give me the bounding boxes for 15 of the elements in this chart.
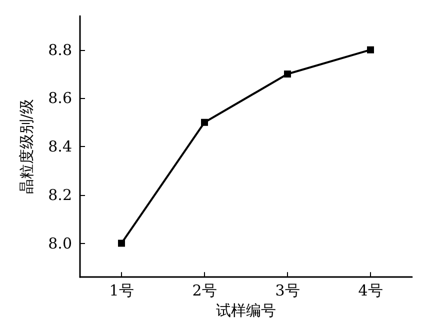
x-tick-label: 2号 [192, 282, 217, 300]
x-tick-label: 1号 [109, 282, 134, 300]
point [118, 240, 125, 247]
y-tick-label: 8.8 [48, 40, 72, 59]
y-tick-label: 8.0 [48, 234, 72, 252]
x-tick-label: 3号 [275, 282, 300, 300]
y-tick-label: 8.2 [48, 186, 72, 204]
x-tick-label: 4号 [358, 282, 383, 300]
x-axis-title: 试样编号 [216, 302, 276, 320]
y-tick-label: 8.6 [48, 89, 72, 108]
point [284, 70, 291, 78]
point [367, 46, 374, 54]
y-axis-title: 晶粒度级别/级 [18, 99, 36, 194]
y-tick-label: 8.4 [48, 138, 72, 156]
point [201, 118, 208, 126]
